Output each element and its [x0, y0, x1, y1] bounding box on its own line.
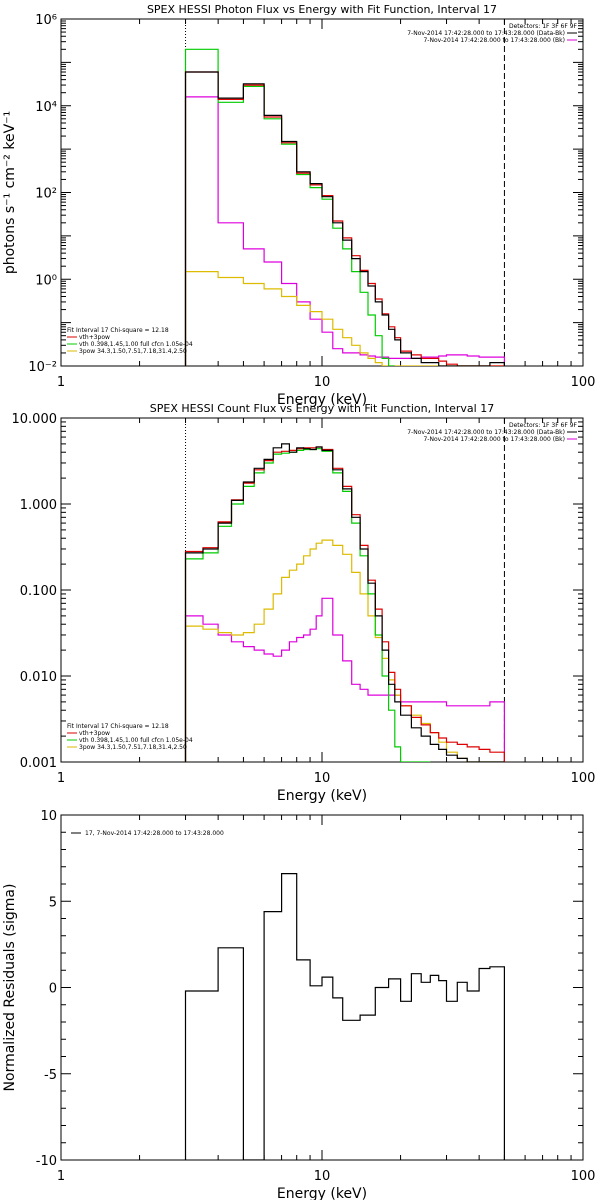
legend-header: Detectors: 1F 3F 6F 9F	[509, 23, 578, 30]
series-group	[184, 873, 505, 1160]
x-tick-label: 1	[57, 1169, 65, 1184]
chart-title: SPEX HESSI Count Flux vs Energy with Fit…	[150, 402, 494, 415]
fit-legend-entry: vth 0.398,1.45,1.00 full cfcn 1.05e-04	[79, 737, 193, 744]
y-axis: 10⁻² 10⁰ 10² 10⁴ 10⁶ photons s⁻¹ cm⁻² keV⁻¹	[2, 13, 583, 375]
y-tick-label: 0.100	[20, 584, 57, 599]
series-line-5	[184, 96, 505, 366]
legend-header: Detectors: 1F 3F 6F 9F	[509, 422, 578, 429]
legend: 17, 7-Nov-2014 17:42:28.000 to 17:43:28.…	[71, 830, 224, 837]
x-tick-label: 100	[571, 771, 596, 786]
y-tick-label: 0.001	[20, 756, 57, 771]
y-tick-label: 10.000	[12, 412, 58, 427]
y-tick-label: 10	[40, 809, 57, 824]
y-tick-label: 0.010	[20, 670, 57, 685]
chart-panel-2: SPEX HESSI Count Flux vs Energy with Fit…	[12, 402, 596, 804]
fit-legend-header: Fit Interval 17 Chi-square = 12.18	[67, 723, 169, 730]
x-tick-label: 1	[57, 375, 65, 390]
chart-panel-1: SPEX HESSI Photon Flux vs Energy with Fi…	[2, 3, 595, 408]
x-axis-label: Energy (keV)	[277, 392, 367, 408]
legend-entry: 7-Nov-2014 17:42:28.000 to 17:43:28.000 …	[407, 30, 565, 37]
chart-title: SPEX HESSI Photon Flux vs Energy with Fi…	[147, 3, 497, 16]
y-tick-label: 10⁶	[35, 13, 57, 28]
legend-entry: 7-Nov-2014 17:42:28.000 to 17:43:28.000 …	[423, 436, 565, 443]
y-axis: 0.001 0.010 0.100 1.000 10.000	[12, 412, 583, 771]
x-axis-label: Energy (keV)	[277, 788, 367, 804]
fit-legend-entry: 3pow 34.3,1.50,7.51,7.18,31.4,2.50	[79, 744, 187, 751]
legend-entry: 17, 7-Nov-2014 17:42:28.000 to 17:43:28.…	[85, 830, 224, 837]
y-tick-label: -10	[36, 1154, 57, 1169]
series-line-2	[184, 71, 505, 366]
legend: Detectors: 1F 3F 6F 9F7-Nov-2014 17:42:2…	[407, 23, 577, 44]
legend: Detectors: 1F 3F 6F 9F7-Nov-2014 17:42:2…	[407, 422, 577, 443]
series-line-4	[184, 271, 505, 366]
legend-entry: 7-Nov-2014 17:42:28.000 to 17:43:28.000 …	[423, 37, 565, 44]
y-axis: -10 -5 0 5 10 Normalized Residuals (sigma)	[2, 809, 583, 1169]
fit-legend-entry: vth 0.398,1.45,1.00 full cfcn 1.05e-04	[79, 341, 193, 348]
x-tick-label: 1	[57, 771, 65, 786]
series-line-1	[184, 873, 505, 1160]
y-tick-label: 10⁻²	[28, 360, 57, 375]
x-tick-label: 10	[314, 1169, 331, 1184]
y-tick-label: 10²	[35, 187, 57, 202]
series-line-3	[184, 448, 431, 762]
fit-legend-entry: 3pow 34.3,1.50,7.51,7.18,31.4,2.50	[79, 348, 187, 355]
legend-entry: 7-Nov-2014 17:42:28.000 to 17:43:28.000 …	[407, 429, 565, 436]
chart-panel-3: 1 10 100 Energy (keV) -10 -5 0 5 10 Normalized Re…	[2, 809, 595, 1200]
y-tick-label: 5	[49, 895, 57, 910]
x-axis-label: Energy (keV)	[277, 1186, 367, 1200]
y-tick-label: 0	[49, 982, 57, 997]
series-line-1	[184, 71, 505, 366]
fit-legend-entry: vth+3pow	[79, 334, 110, 341]
series-line-1	[184, 443, 505, 762]
fit-legend: Fit Interval 17 Chi-square = 12.18vth+3p…	[67, 327, 193, 355]
y-tick-label: 10⁴	[35, 100, 57, 115]
x-axis: 1 10 100 Energy (keV)	[57, 815, 596, 1200]
x-tick-label: 100	[571, 375, 596, 390]
x-tick-label: 10	[314, 375, 331, 390]
x-axis: 1 10 100 Energy (keV)	[57, 418, 596, 804]
y-tick-label: 1.000	[20, 498, 57, 513]
series-line-5	[184, 597, 505, 762]
y-axis-label: Normalized Residuals (sigma)	[2, 884, 18, 1092]
series-group	[184, 443, 505, 762]
x-tick-label: 100	[571, 1169, 596, 1184]
y-axis-label: photons s⁻¹ cm⁻² keV⁻¹	[2, 111, 18, 274]
series-line-4	[184, 539, 505, 762]
y-tick-label: 10⁰	[35, 273, 57, 288]
y-tick-label: -5	[44, 1068, 57, 1083]
series-line-2	[184, 446, 505, 762]
fit-legend-entry: vth+3pow	[79, 730, 110, 737]
x-axis: 1 10 100 Energy (keV)	[57, 19, 596, 408]
x-tick-label: 10	[314, 771, 331, 786]
fit-legend-header: Fit Interval 17 Chi-square = 12.18	[67, 327, 169, 334]
series-group	[184, 48, 505, 366]
fit-legend: Fit Interval 17 Chi-square = 12.18vth+3p…	[67, 723, 193, 751]
